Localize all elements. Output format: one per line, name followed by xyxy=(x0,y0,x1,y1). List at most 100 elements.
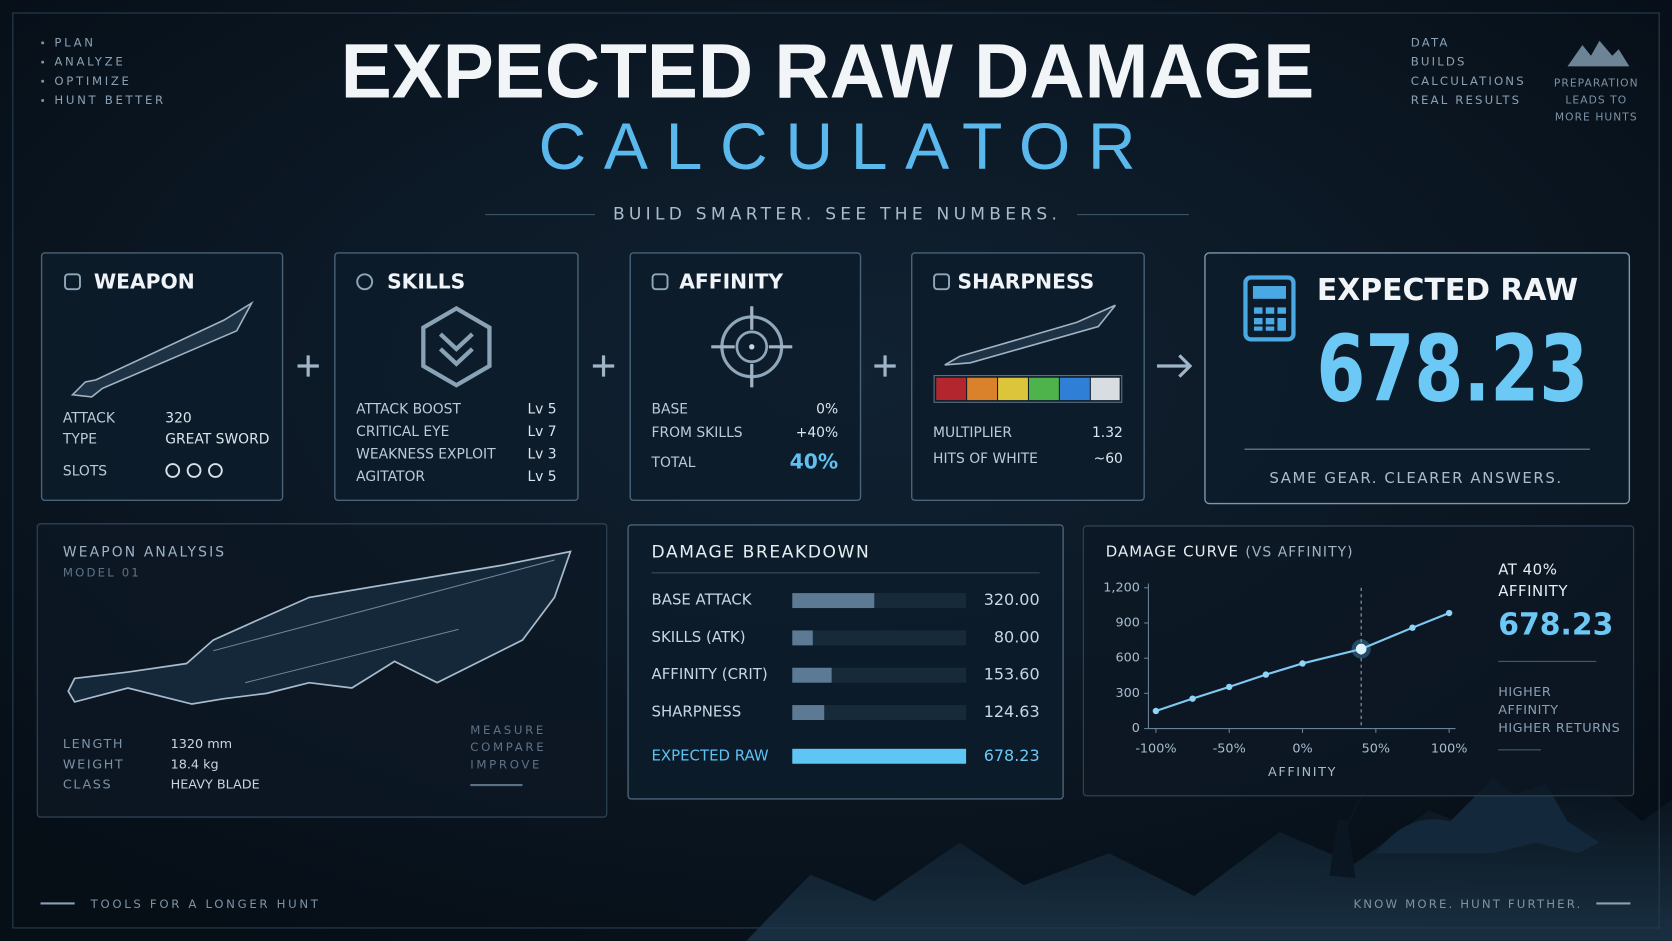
breakdown-value: 80.00 xyxy=(994,627,1040,646)
card-title: AFFINITY xyxy=(679,269,783,293)
logo-caption: MORE HUNTS xyxy=(1555,111,1638,124)
gauge-orange xyxy=(967,377,998,401)
row-label: AGITATOR xyxy=(356,469,425,485)
skills-card xyxy=(334,252,579,502)
analysis-step: MEASURE xyxy=(470,723,546,737)
bullet xyxy=(41,98,45,102)
arrow xyxy=(1156,354,1193,378)
row-label: CLASS xyxy=(63,778,112,793)
curve-point xyxy=(1299,660,1306,667)
row-value: Lv 7 xyxy=(527,424,556,440)
curve-point xyxy=(1262,671,1270,678)
corner-right-item: BUILDS xyxy=(1411,55,1467,69)
bar xyxy=(792,667,832,683)
y-tick-label: 900 xyxy=(1115,615,1139,630)
footer-left: TOOLS FOR A LONGER HUNT xyxy=(90,897,321,911)
calc-screen xyxy=(1252,286,1286,299)
row-label: WEIGHT xyxy=(63,757,124,772)
bullet xyxy=(41,79,45,83)
x-tick-label: -100% xyxy=(1135,741,1176,756)
callout-label: AFFINITY xyxy=(1498,582,1568,600)
curve-point xyxy=(1355,643,1367,655)
corner-left-item: ANALYZE xyxy=(54,55,125,69)
row-value: HEAVY BLADE xyxy=(171,778,260,793)
row-value: 1.32 xyxy=(1092,425,1123,441)
row-label: HITS OF WHITE xyxy=(933,451,1038,467)
skills-emblem xyxy=(421,305,492,388)
y-tick-label: 300 xyxy=(1115,686,1139,701)
row-value: 1320 mm xyxy=(171,737,233,752)
analysis-title: WEAPON ANALYSIS xyxy=(63,545,226,561)
breakdown-label: SHARPNESS xyxy=(652,703,742,721)
y-tick-label: 1,200 xyxy=(1103,580,1140,595)
slot xyxy=(186,463,202,478)
sharpness-card xyxy=(911,252,1145,502)
row-value: 0% xyxy=(816,402,838,418)
row-label: MULTIPLIER xyxy=(933,425,1012,441)
corner-right-item: CALCULATIONS xyxy=(1411,74,1526,88)
curve-title: DAMAGE CURVE xyxy=(1106,543,1239,561)
breakdown-value: 153.60 xyxy=(984,665,1040,684)
calc-body xyxy=(1243,275,1296,342)
curve-line xyxy=(1155,612,1450,712)
corner-right-item: DATA xyxy=(1411,35,1450,49)
sharpness-icon xyxy=(933,273,950,291)
bar xyxy=(792,593,875,609)
corner-left-item: HUNT BETTER xyxy=(54,93,165,107)
outer-frame xyxy=(12,12,1660,929)
weapon-drawing xyxy=(70,300,254,398)
curve-title-note: (VS AFFINITY) xyxy=(1245,545,1353,561)
callout-value: 678.23 xyxy=(1498,608,1613,643)
slot xyxy=(165,463,181,478)
crosshair xyxy=(735,330,769,364)
row-value: Lv 3 xyxy=(527,447,556,463)
y-tick-label: 0 xyxy=(1132,721,1140,736)
crosshair xyxy=(711,306,793,388)
row-value: 40% xyxy=(790,450,838,474)
bar xyxy=(792,748,967,764)
analysis-step: COMPARE xyxy=(470,740,546,754)
calc-keys xyxy=(1254,307,1286,331)
row-label: ATTACK BOOST xyxy=(356,402,461,418)
logo-caption: PREPARATION xyxy=(1554,76,1639,89)
row-label: TYPE xyxy=(62,432,97,448)
result-card xyxy=(1204,252,1631,505)
bullet xyxy=(41,41,45,45)
weapon-card xyxy=(40,252,284,502)
analysis-sword-detail xyxy=(213,559,555,684)
breakdown-title: DAMAGE BREAKDOWN xyxy=(652,543,871,563)
title: EXPECTED RAW DAMAGE xyxy=(341,29,1315,114)
curve-point xyxy=(1409,624,1416,631)
slot-circles xyxy=(165,463,223,478)
affinity-icon xyxy=(651,273,669,291)
breakdown-label: SKILLS (ATK) xyxy=(652,628,746,646)
mountains xyxy=(746,768,1672,941)
corner-left-item: PLAN xyxy=(54,35,95,49)
result-caption: SAME GEAR. CLEARER ANSWERS. xyxy=(1269,469,1562,487)
sharpness-gauge xyxy=(933,375,1123,403)
gauge-red xyxy=(936,377,967,401)
breakdown-label: EXPECTED RAW xyxy=(652,746,769,764)
row-label: LENGTH xyxy=(63,737,124,752)
footer-right: KNOW MORE. HUNT FURTHER. xyxy=(1353,897,1582,911)
row-label: TOTAL xyxy=(651,455,696,471)
gauge-green xyxy=(1029,377,1059,401)
calculator-icon xyxy=(1243,275,1296,342)
creature-silhouette xyxy=(1375,778,1600,854)
gauge-frame xyxy=(933,375,1123,403)
curve-point xyxy=(1226,683,1233,691)
curve-point xyxy=(1152,707,1160,715)
corner-left-item: OPTIMIZE xyxy=(54,74,131,88)
skills-icon xyxy=(356,273,374,291)
row-label: CRITICAL EYE xyxy=(356,424,449,440)
sharpness-drawing xyxy=(944,304,1117,366)
curve-point xyxy=(1445,609,1453,617)
bar-track xyxy=(792,667,967,683)
breakdown-value: 320.00 xyxy=(984,590,1040,609)
callout-note: AFFINITY xyxy=(1498,703,1558,718)
card-title: SKILLS xyxy=(387,269,465,293)
bar-track xyxy=(792,705,967,721)
skills-emblem xyxy=(438,332,474,367)
row-value: ~60 xyxy=(1094,451,1123,467)
callout-note: HIGHER RETURNS xyxy=(1498,721,1620,736)
